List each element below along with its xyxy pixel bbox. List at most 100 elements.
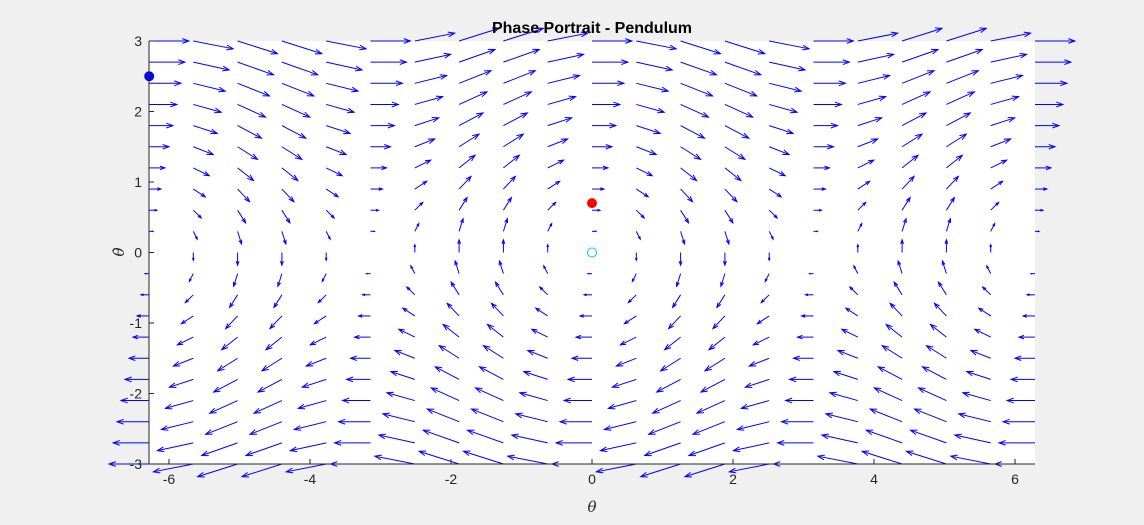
arrow-shaft: [769, 103, 798, 113]
arrow-shaft: [849, 286, 859, 296]
arrow-head: [975, 48, 984, 55]
vector-arrow: [909, 429, 947, 444]
arrow-head: [431, 117, 441, 123]
arrow-head: [564, 117, 574, 123]
arrow-head: [1064, 59, 1073, 66]
arrow-head: [997, 439, 1006, 446]
arrow-shaft: [249, 421, 283, 435]
arrow-shaft: [201, 442, 238, 456]
arrow-head: [747, 361, 757, 367]
arrow-shaft: [325, 167, 343, 177]
arrow-head: [304, 361, 314, 367]
vector-arrow: [1001, 418, 1035, 425]
vector-arrow: [554, 439, 592, 446]
vector-arrow: [813, 80, 847, 87]
arrow-shaft: [390, 371, 415, 380]
vector-arrow: [149, 38, 191, 44]
arrow-head: [709, 69, 718, 76]
arrow-shaft: [620, 336, 637, 346]
arrow-head: [399, 59, 408, 66]
arrow-shaft: [294, 421, 327, 430]
vector-arrow: [304, 357, 327, 367]
arrow-head: [610, 382, 620, 388]
arrow-shaft: [157, 442, 194, 452]
vector-arrow: [720, 273, 726, 288]
arrow-shaft: [680, 167, 697, 181]
arrow-shaft: [990, 96, 1019, 105]
arrow-shaft: [547, 32, 588, 42]
vector-arrow: [353, 334, 371, 340]
arrow-shaft: [982, 286, 992, 296]
arrow-head: [572, 74, 582, 80]
arrow-head: [341, 397, 350, 404]
vector-arrow: [1035, 101, 1065, 108]
vector-arrow: [598, 442, 637, 453]
arrow-shaft: [326, 61, 363, 71]
arrow-head: [773, 214, 779, 220]
vector-arrow: [325, 231, 331, 241]
arrow-shaft: [495, 281, 504, 296]
vector-arrow: [192, 231, 198, 241]
arrow-shaft: [636, 103, 665, 113]
vector-arrow: [200, 442, 238, 457]
arrow-head: [816, 454, 825, 461]
vector-arrow: [769, 103, 799, 114]
arrow-head: [512, 154, 521, 162]
arrow-shaft: [596, 463, 637, 473]
arrow-head: [862, 201, 867, 206]
vector-arrow: [813, 59, 851, 66]
arrow-shaft: [414, 117, 439, 127]
vector-arrow: [872, 387, 903, 402]
arrow-shaft: [153, 463, 194, 473]
vector-arrow: [414, 95, 445, 105]
vector-arrow: [739, 400, 770, 410]
arrow-shaft: [193, 82, 226, 92]
vector-arrow: [941, 259, 947, 274]
vector-arrow: [414, 159, 433, 169]
arrow-shaft: [741, 400, 770, 409]
arrow-shaft: [193, 61, 230, 71]
vector-arrow: [370, 38, 412, 44]
vector-arrow: [592, 165, 610, 171]
vector-arrow: [196, 463, 238, 478]
vector-arrow: [760, 294, 770, 304]
arrow-head: [457, 238, 461, 244]
arrow-head: [749, 90, 759, 97]
arrow-shaft: [724, 209, 734, 224]
arrow-head: [1001, 418, 1010, 425]
vector-arrow: [990, 180, 1004, 190]
arrow-head: [479, 91, 489, 98]
x-tick-label: 4: [870, 471, 878, 487]
vector-arrow: [695, 400, 726, 414]
arrow-head: [127, 355, 136, 361]
arrow-head: [586, 272, 590, 275]
vector-arrow: [237, 82, 271, 97]
arrow-head: [228, 302, 234, 309]
vector-arrow: [901, 70, 936, 84]
x-tick-label: -4: [304, 471, 317, 487]
arrow-head: [613, 101, 622, 108]
arrow-shaft: [954, 434, 991, 444]
vector-arrow: [586, 272, 592, 275]
vector-arrow: [127, 355, 149, 361]
vector-arrow: [592, 230, 598, 233]
arrow-shaft: [483, 345, 504, 359]
arrow-shaft: [547, 117, 572, 127]
vector-arrow: [857, 180, 871, 190]
arrow-head: [606, 403, 616, 410]
vector-arrow: [635, 209, 646, 220]
arrow-shaft: [378, 434, 415, 444]
arrow-shaft: [419, 450, 460, 465]
arrow-shaft: [635, 209, 645, 219]
arrow-head: [264, 343, 273, 351]
arrow-shaft: [414, 53, 451, 63]
arrow-shaft: [901, 133, 923, 148]
y-tick-label: 0: [134, 245, 142, 261]
arrow-shaft: [680, 61, 717, 76]
arrow-head: [1009, 376, 1018, 383]
arrow-head: [300, 382, 310, 388]
arrow-head: [203, 171, 211, 177]
vector-arrow: [458, 27, 501, 42]
arrow-shaft: [640, 463, 681, 478]
arrow-shaft: [265, 336, 283, 351]
